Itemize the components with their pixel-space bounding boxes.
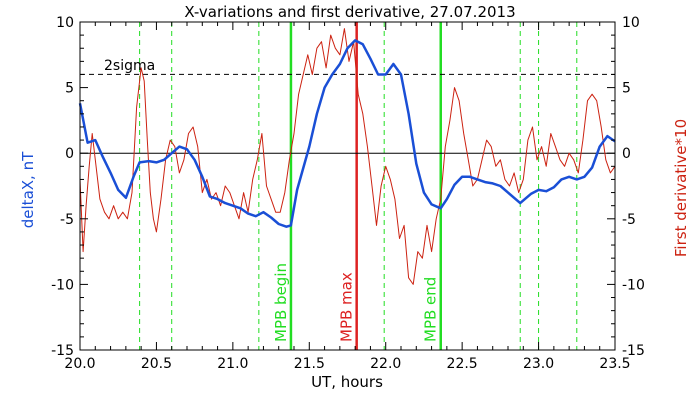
y-right-tick-label: -10 — [622, 277, 645, 293]
x-axis-label: UT, hours — [311, 373, 383, 391]
mpb-marker-labels: MPB begin MPB max MPB end — [272, 263, 440, 342]
x-axis-ticks: 20.0 20.5 21.0 21.5 22.0 22.5 23.0 23.5 — [64, 22, 631, 372]
y-left-tick-label: -10 — [51, 277, 74, 293]
y-right-tick-label: -15 — [622, 343, 645, 359]
mpb-marker-lines — [289, 22, 442, 350]
marker-label-mpb-max: MPB max — [338, 272, 356, 342]
plot-frame — [79, 21, 616, 351]
left-axis-ticks: -15 -10 -5 0 5 10 — [51, 15, 88, 359]
y-left-tick-label: 5 — [65, 81, 74, 97]
y-right-tick-label: 10 — [622, 15, 640, 31]
x-tick-label: 21.5 — [294, 356, 325, 372]
y-left-tick-label: 0 — [65, 146, 74, 162]
marker-label-mpb-begin: MPB begin — [272, 263, 290, 342]
derivative-series-line — [79, 28, 616, 285]
x-tick-label: 22.5 — [447, 356, 478, 372]
y-right-tick-label: 5 — [622, 81, 631, 97]
y-left-tick-label: -5 — [60, 212, 74, 228]
chart-title: X-variations and first derivative, 27.07… — [184, 3, 515, 21]
y-left-tick-label: -15 — [51, 343, 74, 359]
deltax-series-line — [78, 39, 616, 228]
y-right-tick-label: 0 — [622, 146, 631, 162]
right-axis-ticks: -15 -10 -5 0 5 10 — [607, 15, 645, 359]
x-tick-label: 23.5 — [599, 356, 630, 372]
x-tick-label: 20.0 — [64, 356, 95, 372]
x-tick-label: 20.5 — [141, 356, 172, 372]
x-tick-label: 21.0 — [217, 356, 248, 372]
two-sigma-label: 2sigma — [104, 58, 155, 74]
right-axis-label: First derivative*10 — [672, 119, 690, 257]
y-left-tick-label: 10 — [56, 15, 74, 31]
x-tick-label: 23.0 — [523, 356, 554, 372]
x-tick-label: 22.0 — [370, 356, 401, 372]
y-right-tick-label: -5 — [622, 212, 636, 228]
marker-label-mpb-end: MPB end — [422, 277, 440, 342]
left-axis-label: deltaX, nT — [19, 151, 37, 228]
